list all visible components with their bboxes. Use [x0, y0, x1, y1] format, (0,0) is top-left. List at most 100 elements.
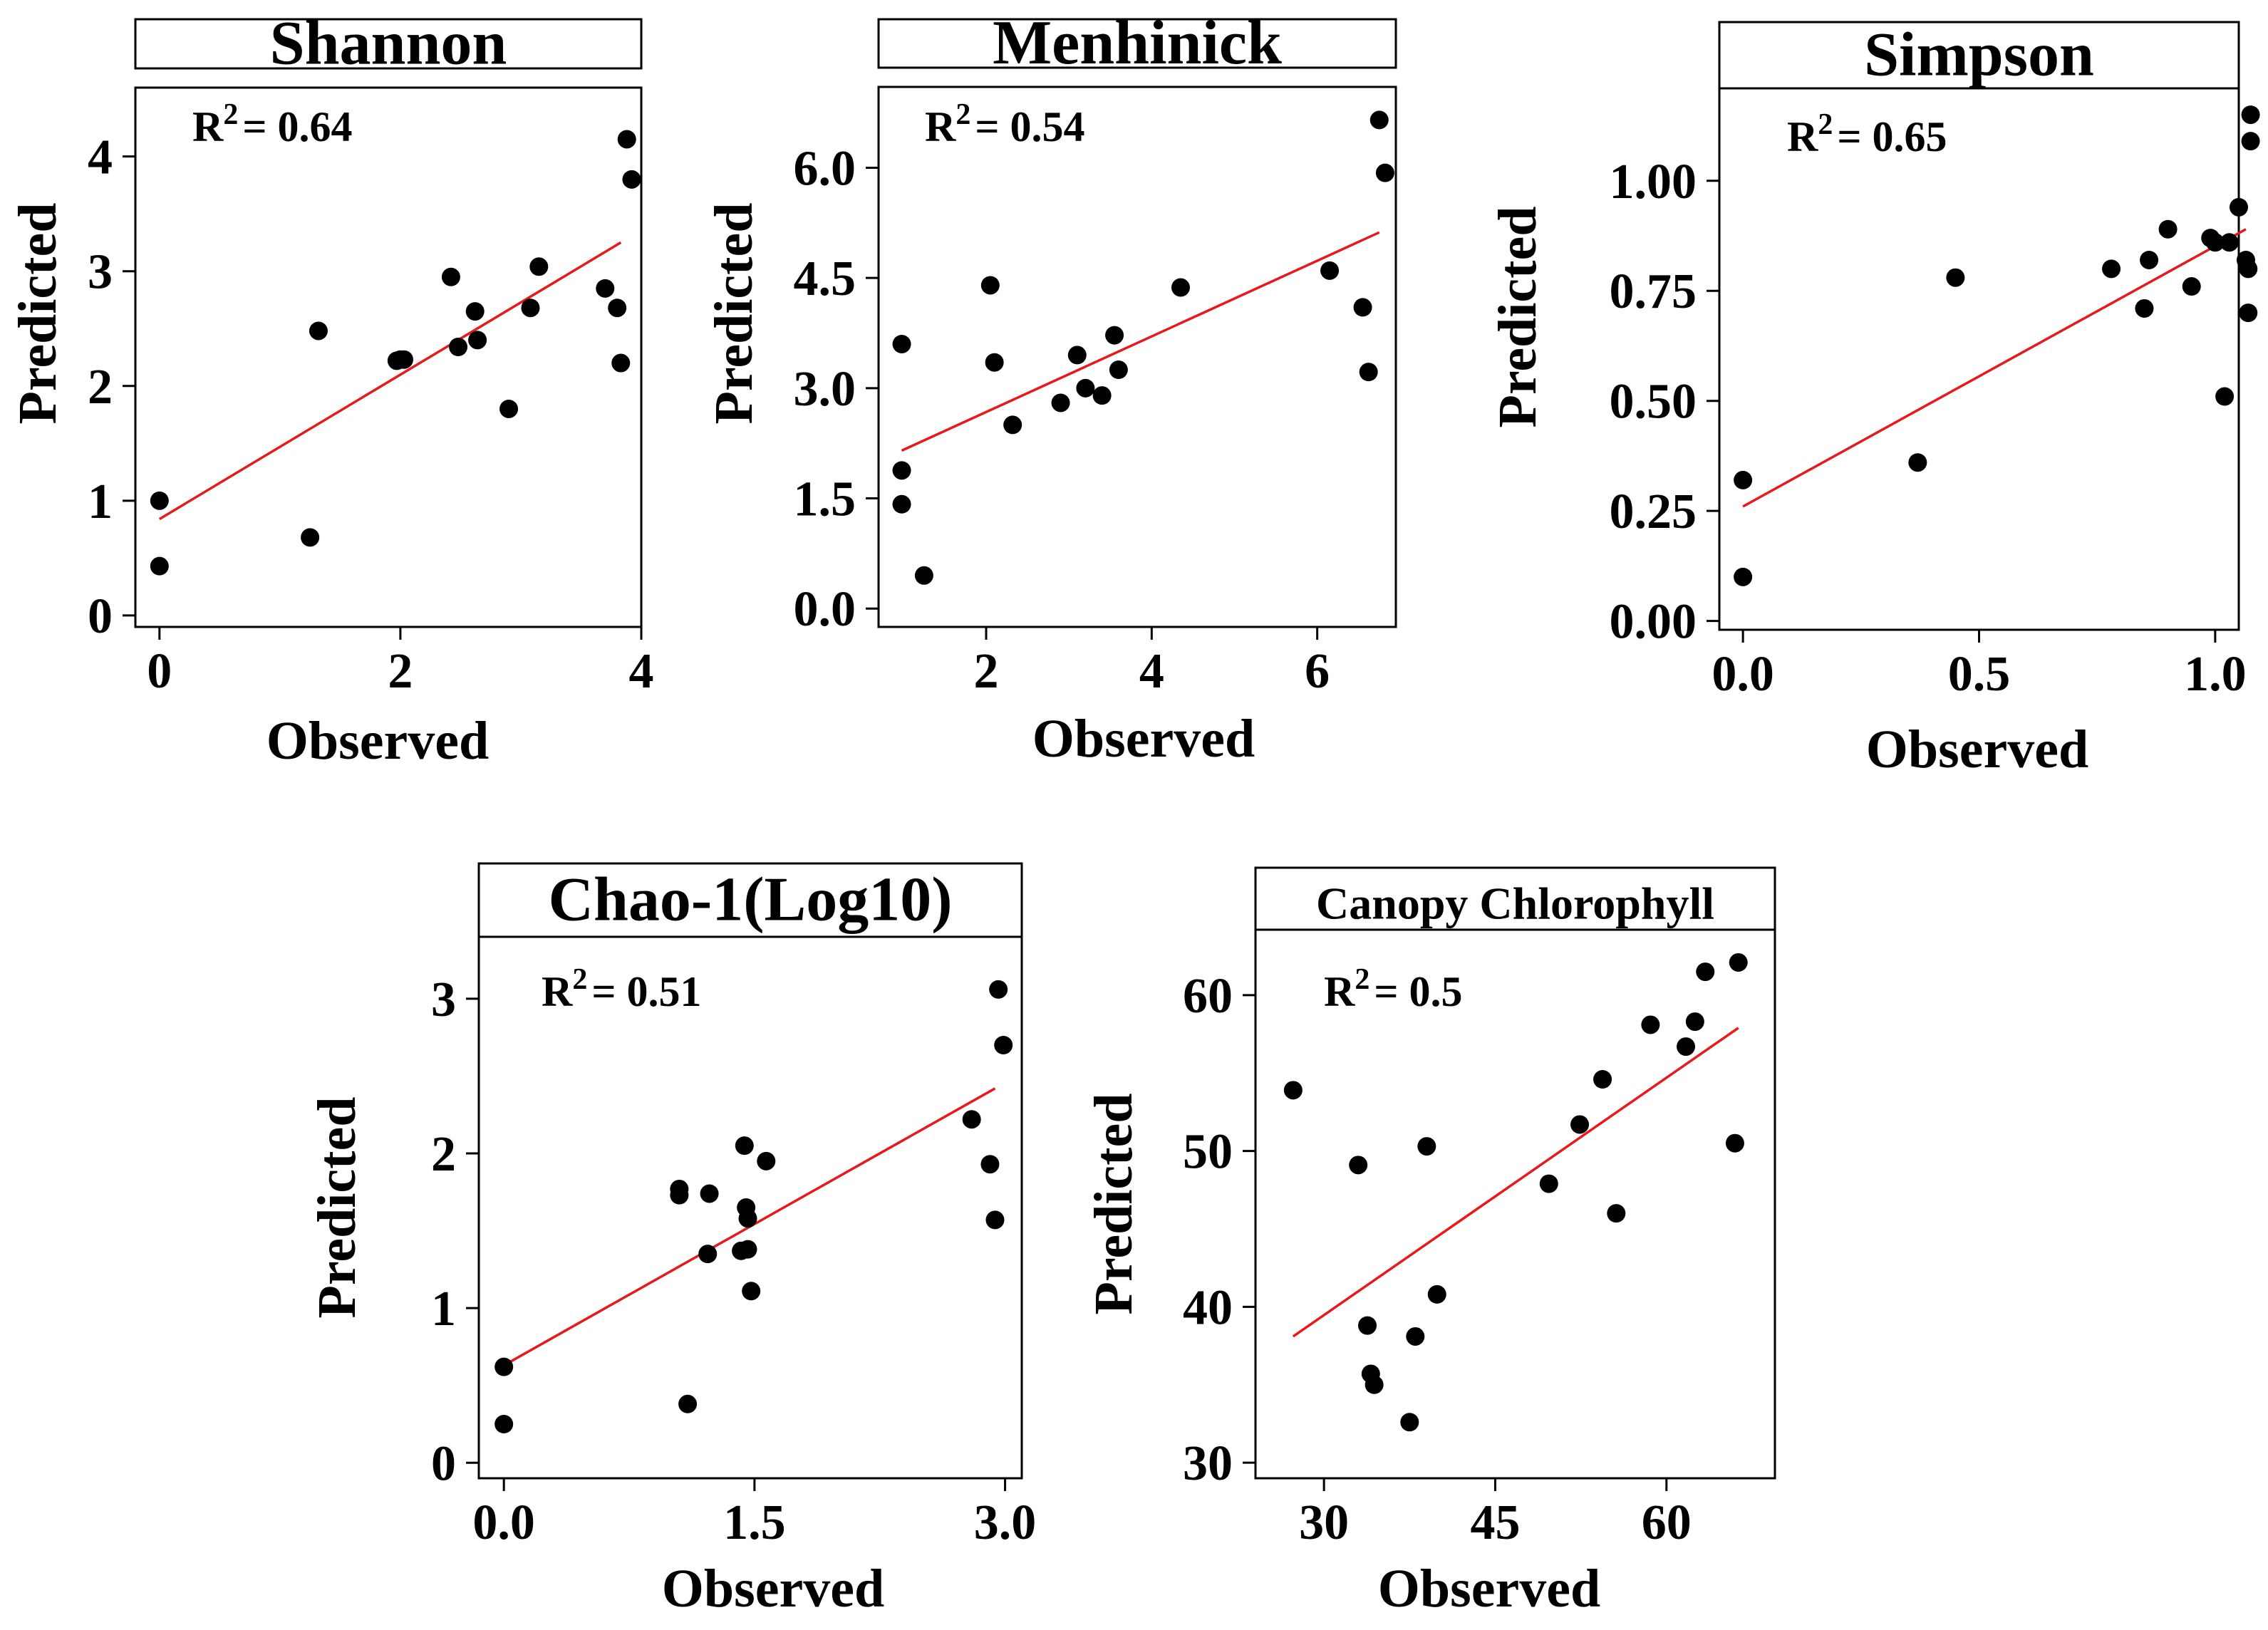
x-tick-label: 1.0 — [2184, 647, 2247, 702]
data-point — [1283, 1081, 1303, 1100]
menhinick-panel: Menhinick 2 4 6 0.0 1.5 3.0 4.5 6.0 Observed Predi… — [704, 9, 1397, 769]
data-point — [1908, 453, 1927, 472]
plot-frame — [1718, 87, 2240, 631]
regression-line — [1292, 1027, 1739, 1338]
data-point — [2241, 105, 2260, 125]
y-tick-label: 30 — [1183, 1436, 1233, 1491]
data-point — [980, 276, 1000, 295]
data-point — [1400, 1413, 1419, 1432]
data-point — [611, 353, 631, 373]
data-point — [529, 257, 549, 276]
r-squared-value: = 0.54 — [975, 103, 1084, 150]
r-symbol: R — [1787, 113, 1818, 160]
regression-line — [1742, 228, 2247, 508]
data-point — [394, 350, 413, 369]
y-tick-label: 1.5 — [794, 472, 856, 527]
panel-title: Menhinick — [993, 9, 1282, 78]
panel-title: Canopy Chlorophyll — [1316, 878, 1714, 929]
x-tick-label: 4 — [629, 644, 654, 699]
data-point — [468, 331, 487, 350]
data-point — [2205, 233, 2225, 252]
y-tick-label: 0.75 — [1610, 264, 1697, 319]
data-point — [1003, 415, 1022, 435]
y-tick-label: 2 — [431, 1127, 456, 1182]
data-point — [1076, 378, 1095, 398]
data-point — [2241, 132, 2260, 151]
data-point — [441, 267, 460, 286]
r-squared-value: = 0.51 — [591, 968, 701, 1015]
title-strip — [477, 862, 1023, 938]
data-point — [1109, 360, 1128, 380]
data-point — [449, 338, 468, 357]
y-axis-label: Predicted — [307, 1097, 367, 1319]
data-point — [1375, 163, 1394, 182]
data-point — [1427, 1284, 1446, 1304]
y-tick-label: 0.0 — [794, 582, 856, 637]
data-point — [1092, 386, 1112, 405]
data-point — [1051, 393, 1070, 412]
r-squared-annotation: R2 = 0.65 — [1787, 108, 1947, 160]
y-tick-label: 2 — [88, 360, 113, 415]
data-point — [2102, 259, 2121, 279]
y-tick-label: 0 — [88, 589, 113, 644]
data-point — [892, 334, 911, 353]
data-point — [608, 299, 627, 318]
data-point — [1417, 1137, 1436, 1156]
y-tick-label: 3 — [88, 245, 113, 300]
y-axis-label: Predicted — [8, 203, 68, 425]
data-point — [2215, 387, 2235, 406]
chao1-panel: Chao-1(Log10) 0.0 1.5 3.0 0 1 2 3 Observed Predic… — [307, 862, 1036, 1619]
r-symbol: R — [192, 103, 224, 150]
panel-title: Simpson — [1864, 21, 2094, 90]
data-point — [670, 1185, 689, 1205]
y-tick-label: 0 — [431, 1436, 456, 1491]
data-point — [1570, 1115, 1590, 1134]
r-squared-superscript: 2 — [572, 963, 587, 996]
data-point — [994, 1036, 1013, 1054]
canopy-chlorophyll-panel: Canopy Chlorophyll 30 45 60 30 40 50 60 Observed… — [1084, 866, 1776, 1619]
data-point — [2158, 219, 2178, 239]
r-squared-annotation: R2 = 0.51 — [542, 963, 702, 1015]
data-point — [2230, 197, 2248, 217]
r-symbol: R — [925, 103, 956, 150]
data-point — [678, 1394, 698, 1413]
x-tick-label: 0.0 — [472, 1495, 535, 1550]
data-point — [1358, 1316, 1377, 1335]
x-axis-label: Observed — [1378, 1559, 1600, 1619]
x-tick-label: 1.5 — [723, 1495, 786, 1550]
x-axis-label: Observed — [662, 1559, 884, 1619]
x-axis-label: Observed — [1032, 709, 1255, 769]
data-point — [738, 1240, 757, 1259]
y-tick-label: 50 — [1183, 1125, 1233, 1180]
data-point — [742, 1282, 761, 1301]
data-point — [499, 399, 519, 418]
plot-frame — [134, 86, 643, 628]
title-strip — [877, 18, 1397, 69]
data-point — [892, 494, 911, 514]
y-tick-label: 4.5 — [794, 251, 856, 306]
r-squared-value: = 0.65 — [1837, 113, 1947, 160]
y-axis-label: Predicted — [1488, 207, 1548, 428]
data-point — [2239, 303, 2258, 323]
regression-line — [158, 241, 622, 521]
data-point — [1677, 1037, 1696, 1057]
y-tick-label: 3 — [431, 972, 456, 1027]
data-point — [1725, 1133, 1744, 1153]
r-squared-annotation: R2 = 0.54 — [925, 98, 1085, 150]
y-tick-label: 60 — [1183, 969, 1233, 1024]
y-axis-label: Predicted — [704, 203, 764, 425]
data-point — [1349, 1156, 1368, 1175]
y-tick-label: 0.50 — [1610, 375, 1697, 430]
data-point — [1734, 567, 1753, 586]
regression-line — [901, 231, 1380, 452]
r-squared-superscript: 2 — [1355, 963, 1369, 996]
y-tick-label: 0.25 — [1610, 484, 1697, 539]
x-tick-label: 60 — [1642, 1495, 1692, 1550]
data-point — [985, 1210, 1005, 1230]
y-tick-label: 1 — [88, 474, 113, 529]
data-point — [1353, 298, 1372, 317]
data-point — [1105, 326, 1124, 345]
data-point — [1067, 346, 1087, 365]
data-point — [738, 1209, 757, 1228]
